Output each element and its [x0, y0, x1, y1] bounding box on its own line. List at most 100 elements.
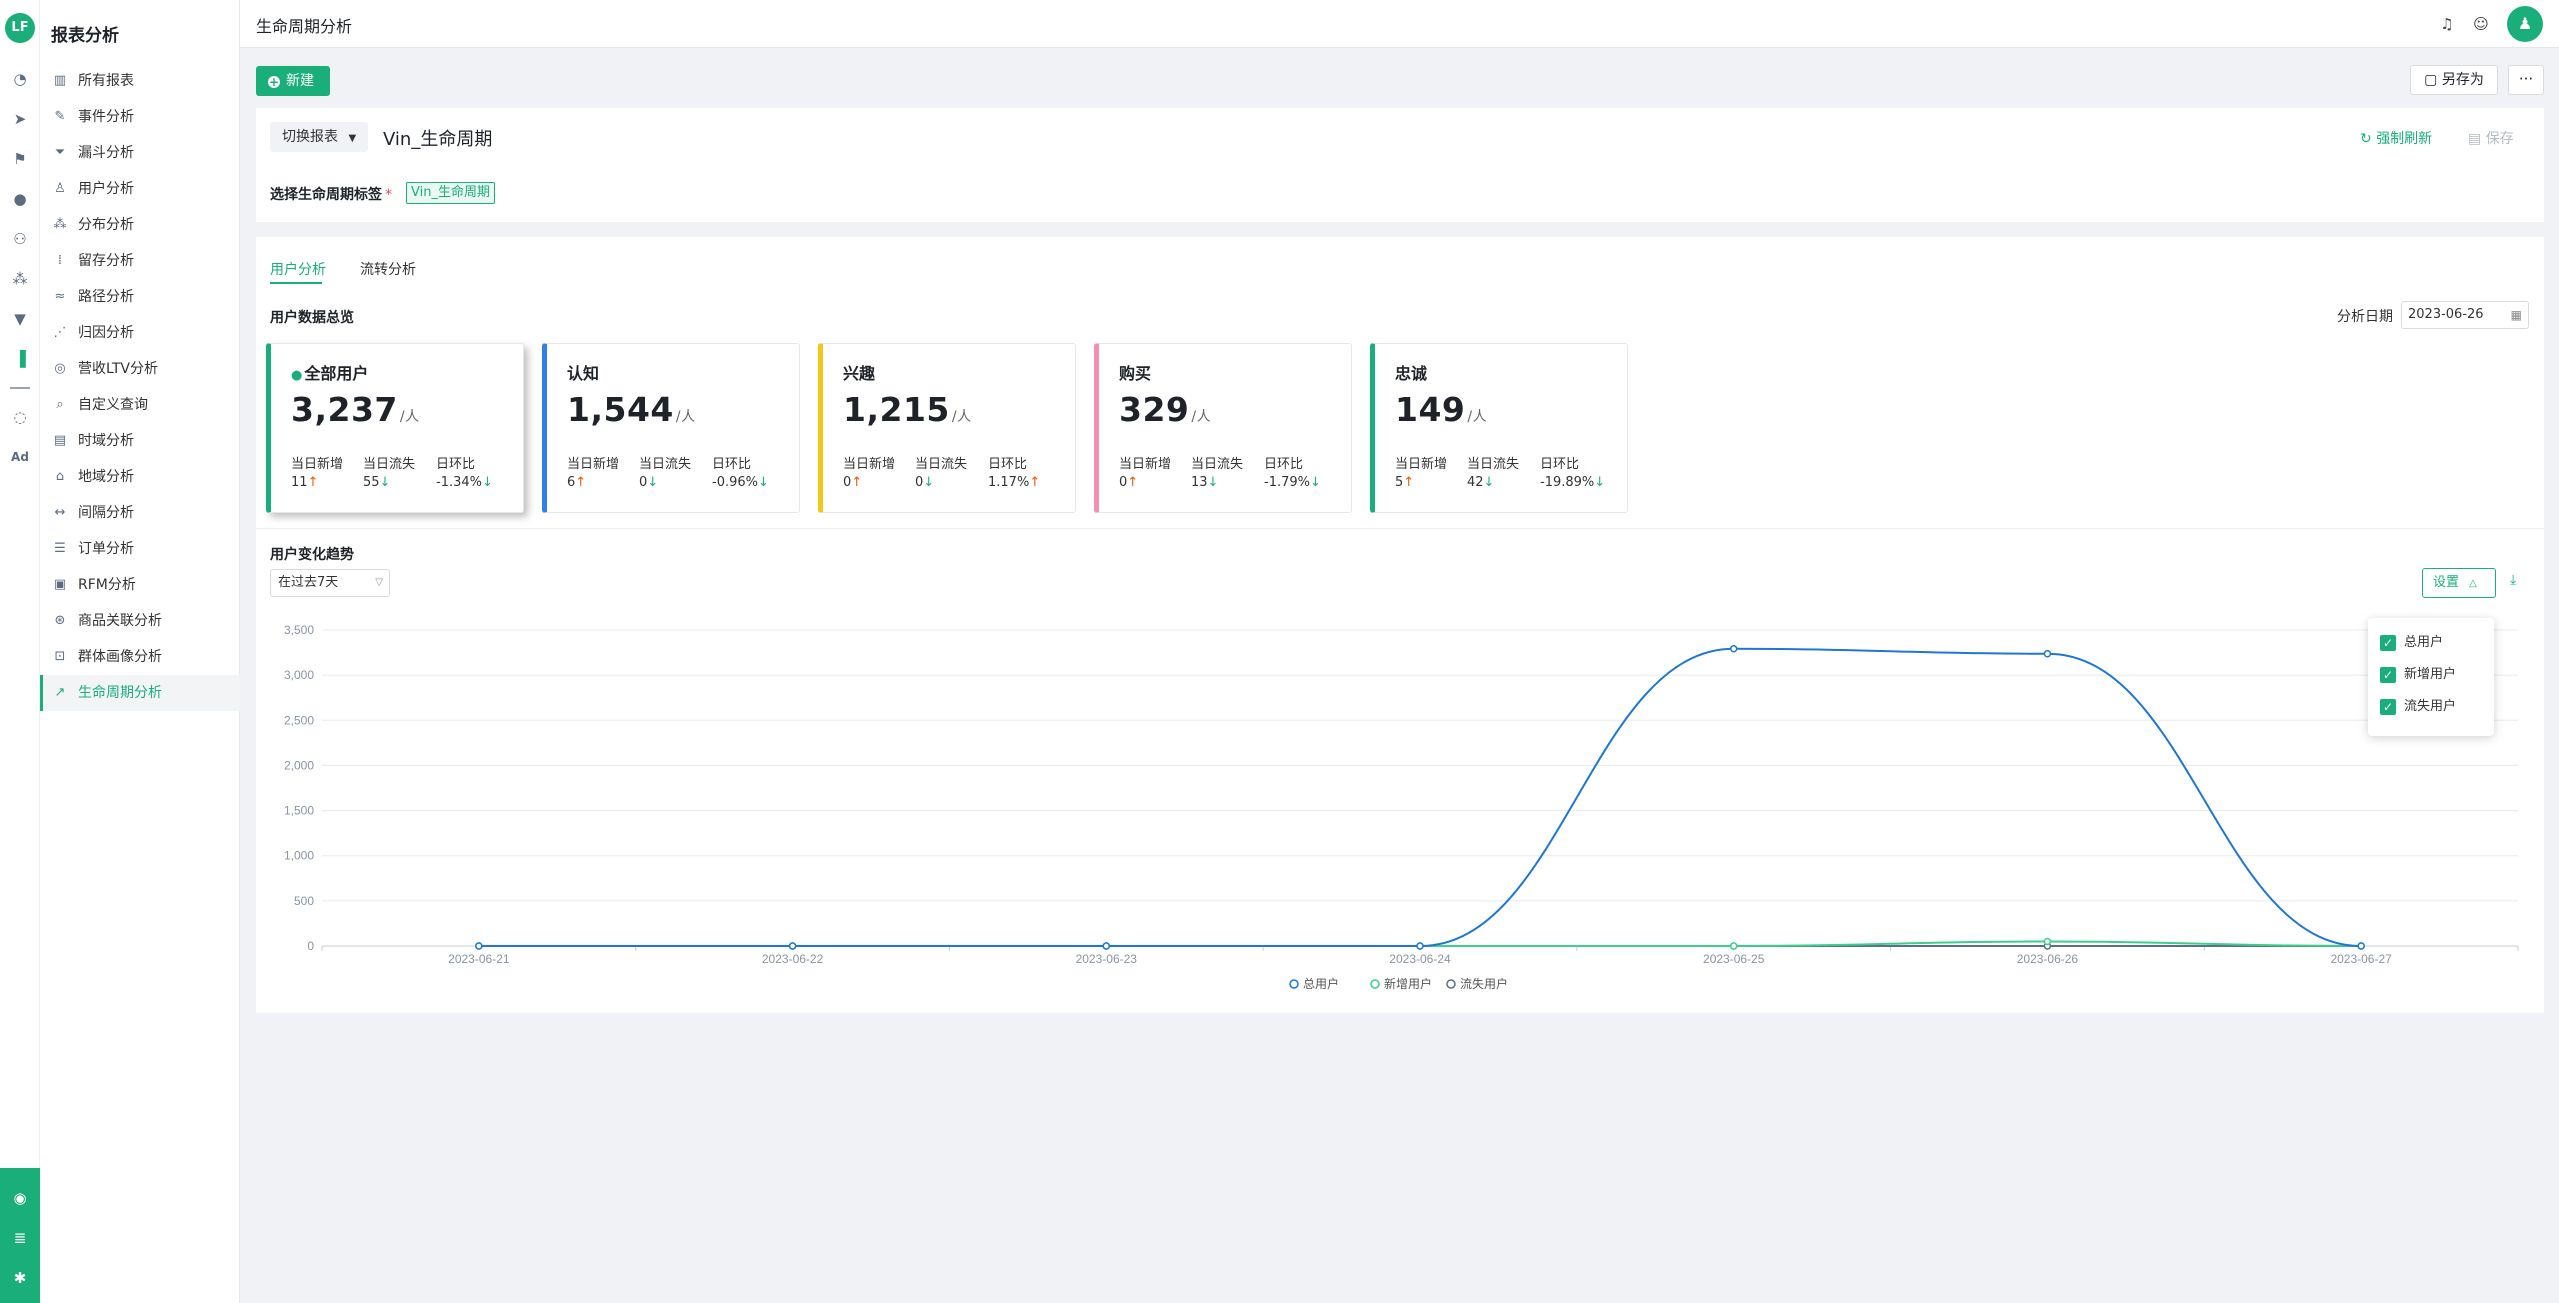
switch-report-dropdown[interactable]: 切换报表 ▼ — [270, 122, 368, 152]
force-refresh-button[interactable]: ↻ 强制刷新 — [2360, 128, 2432, 148]
lifecycle-icon: ↗ — [54, 685, 66, 700]
bell-icon[interactable]: ♫ — [2440, 15, 2454, 33]
sidebar-item[interactable]: ≈ 路径分析 — [40, 279, 240, 315]
sidebar-item[interactable]: ⋰ 归因分析 — [40, 315, 240, 351]
analysis-icon[interactable]: ▐ — [14, 350, 26, 368]
report-name[interactable]: Vin_生命周期 — [383, 129, 493, 150]
stat-lost-value: 42↓ — [1467, 475, 1494, 490]
settings-gear-icon[interactable]: ✱ — [13, 1269, 27, 1287]
distribution-icon: ⁂ — [53, 217, 67, 232]
legend-label: 总用户 — [1303, 976, 1339, 991]
arrow-icon: ↑ — [1029, 475, 1041, 490]
ad-icon[interactable]: Ad — [11, 450, 29, 464]
app-logo[interactable]: LF — [5, 13, 35, 43]
sidebar-item[interactable]: ⏷ 漏斗分析 — [40, 135, 240, 171]
stat-card[interactable]: 购买 329/人 当日新增 当日流失 日环比 0↑ 13↓ -1.79%↓ — [1094, 343, 1352, 513]
sidebar-item[interactable]: ⁞ 留存分析 — [40, 243, 240, 279]
person-icon[interactable]: ● — [13, 190, 27, 208]
stat-lost-number: 0 — [639, 475, 648, 490]
new-button[interactable]: + 新建 — [256, 66, 330, 96]
sidebar-item[interactable]: ☰ 订单分析 — [40, 531, 240, 567]
analysis-date-input[interactable]: 2023-06-26 ▦ — [2401, 301, 2529, 329]
stat-card[interactable]: 认知 1,544/人 当日新增 当日流失 日环比 6↑ 0↓ -0.96%↓ — [542, 343, 800, 513]
overview-title: 用户数据总览 — [270, 310, 354, 326]
send-icon[interactable]: ➤ — [13, 110, 27, 128]
series-line — [478, 647, 2362, 947]
sidebar-item[interactable]: ⊡ 群体画像分析 — [40, 639, 240, 675]
series-option-new[interactable]: ✓ 新增用户 — [2380, 666, 2456, 684]
data-point — [2357, 942, 2365, 950]
sidebar-item-label: 间隔分析 — [78, 505, 134, 521]
checkbox-checked-icon[interactable]: ✓ — [2380, 699, 2396, 715]
stat-new-number: 0 — [843, 475, 852, 490]
sidebar-item[interactable]: ⌂ 地域分析 — [40, 459, 240, 495]
stat-new-label: 当日新增 — [567, 457, 620, 472]
arrow-icon: ↓ — [923, 475, 935, 490]
sidebar: 报表分析 ▥ 所有报表 ✎ 事件分析 ⏷ 漏斗分析 ♙ 用户分析 ⁂ 分布分析 ⁞ 留存分析 ≈ 路径分析… — [40, 0, 240, 1303]
stat-ratio-value: 1.17%↑ — [988, 475, 1040, 490]
stat-card[interactable]: ● 全部用户 3,237/人 当日新增 当日流失 日环比 11↑ 55↓ -1.34%↓ — [266, 343, 524, 513]
analysis-date-label: 分析日期 — [2337, 309, 2393, 325]
sidebar-item-label: RFM分析 — [78, 577, 136, 593]
tab-flow-analysis[interactable]: 流转分析 — [360, 262, 416, 278]
stat-card-number-value: 149 — [1395, 390, 1466, 429]
sidebar-item-label: 事件分析 — [78, 109, 134, 125]
arrow-icon: ↓ — [1310, 475, 1321, 490]
save-button[interactable]: ▤ 保存 — [2468, 128, 2514, 148]
checkbox-checked-icon[interactable]: ✓ — [2380, 667, 2396, 683]
active-tab-indicator — [270, 282, 322, 284]
stat-new-value: 11↑ — [291, 475, 318, 490]
database-icon[interactable]: ≣ — [13, 1229, 27, 1247]
stat-card-title-text: 兴趣 — [843, 364, 876, 383]
chat-icon[interactable]: ◌ — [13, 408, 27, 426]
download-icon[interactable]: ⤓ — [2510, 572, 2517, 588]
x-tick-label: 2023-06-26 — [2017, 952, 2079, 966]
sidebar-item[interactable]: ✎ 事件分析 — [40, 99, 240, 135]
save-as-button[interactable]: ▢ 另存为 — [2410, 65, 2498, 95]
stat-lost-value: 55↓ — [363, 475, 390, 490]
stat-card-number-value: 3,237 — [291, 390, 398, 429]
monitor-icon[interactable]: ◉ — [13, 1189, 27, 1207]
arrow-icon: ↓ — [758, 475, 769, 490]
stat-lost-label: 当日流失 — [915, 457, 968, 472]
sidebar-item[interactable]: ▣ RFM分析 — [40, 567, 240, 603]
sidebar-item[interactable]: ▥ 所有报表 — [40, 63, 240, 99]
stat-new-value: 0↑ — [1119, 475, 1138, 490]
arrow-icon: ↓ — [1594, 475, 1606, 490]
flag-icon[interactable]: ⚑ — [13, 150, 27, 168]
lifecycle-tag[interactable]: Vin_生命周期 — [406, 182, 495, 204]
more-button[interactable]: ··· — [2508, 65, 2544, 95]
time-range-select[interactable]: 在过去7天 ▽ — [270, 569, 390, 597]
new-button-label: 新建 — [286, 73, 314, 89]
bookmark-icon[interactable]: ▼ — [14, 310, 26, 328]
stat-new-number: 0 — [1119, 475, 1128, 490]
chart-settings-button[interactable]: 设置 △ — [2422, 568, 2496, 598]
sidebar-item[interactable]: ⌕ 自定义查询 — [40, 387, 240, 423]
checkbox-checked-icon[interactable]: ✓ — [2380, 635, 2396, 651]
sidebar-item[interactable]: ▤ 时域分析 — [40, 423, 240, 459]
stat-ratio-value: -1.34%↓ — [436, 475, 493, 490]
sidebar-item[interactable]: ⊛ 商品关联分析 — [40, 603, 240, 639]
series-option-lost[interactable]: ✓ 流失用户 — [2380, 698, 2456, 716]
avatar[interactable]: ♟ — [2507, 6, 2543, 42]
arrow-icon: ↓ — [482, 475, 493, 490]
sidebar-item[interactable]: ◎ 营收LTV分析 — [40, 351, 240, 387]
people-icon[interactable]: ⚇ — [13, 230, 27, 248]
sidebar-item[interactable]: ↔ 间隔分析 — [40, 495, 240, 531]
stat-card[interactable]: 兴趣 1,215/人 当日新增 当日流失 日环比 0↑ 0↓ 1.17%↑ — [818, 343, 1076, 513]
series-option-total[interactable]: ✓ 总用户 — [2380, 634, 2443, 652]
stat-card[interactable]: 忠诚 149/人 当日新增 当日流失 日环比 5↑ 42↓ -19.89%↓ — [1370, 343, 1628, 513]
sidebar-item[interactable]: ↗ 生命周期分析 — [40, 675, 240, 711]
series-option-label: 流失用户 — [2404, 699, 2457, 714]
legend-marker — [1370, 979, 1380, 989]
tab-user-analysis[interactable]: 用户分析 — [270, 262, 326, 278]
dashboard-icon[interactable]: ◔ — [13, 70, 27, 88]
sidebar-item[interactable]: ⁂ 分布分析 — [40, 207, 240, 243]
y-tick-label: 3,500 — [284, 623, 314, 637]
stat-card-unit: /人 — [951, 409, 972, 425]
message-icon[interactable]: ☺ — [2473, 15, 2489, 33]
sidebar-item[interactable]: ♙ 用户分析 — [40, 171, 240, 207]
cluster-icon[interactable]: ⁂ — [12, 270, 28, 288]
stat-card-number-value: 1,544 — [567, 390, 674, 429]
ltv-icon: ◎ — [54, 361, 66, 376]
